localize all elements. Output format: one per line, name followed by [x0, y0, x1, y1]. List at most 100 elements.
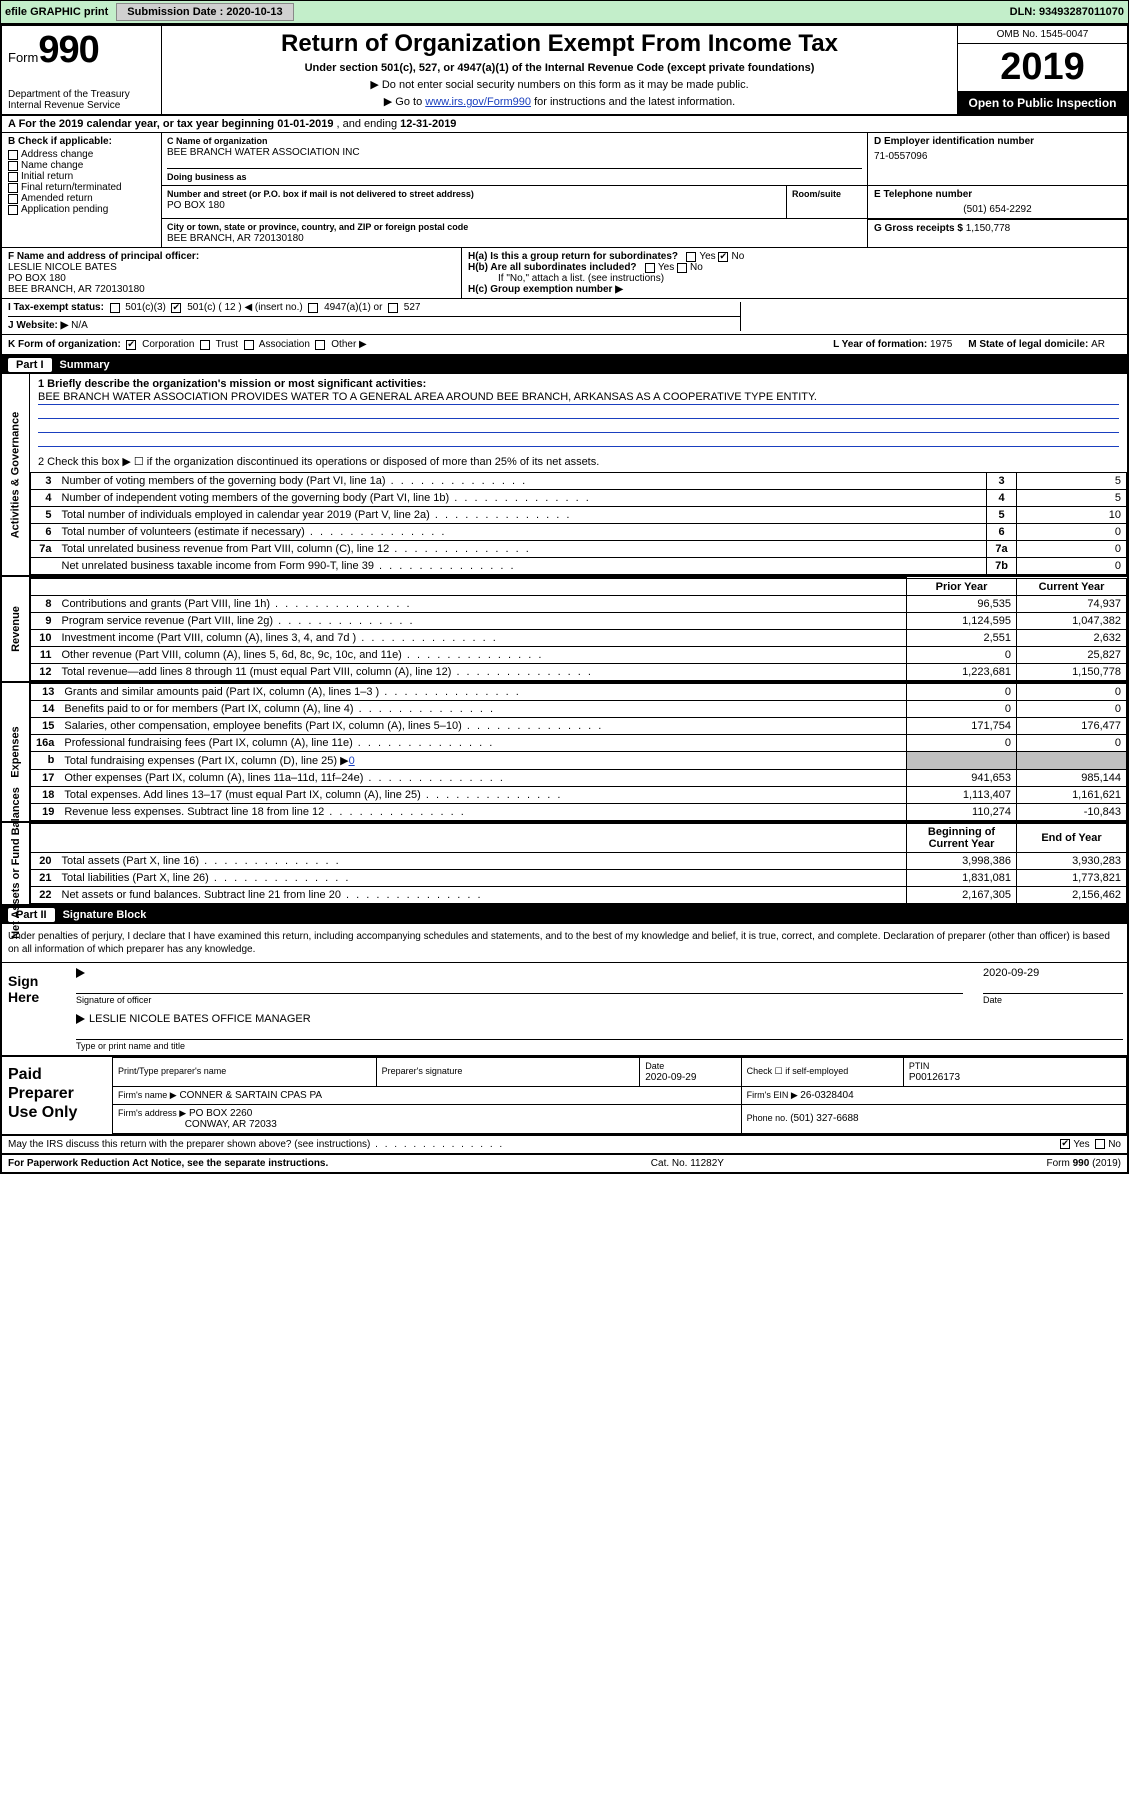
- line-val: 5: [1017, 473, 1127, 490]
- cb-4947[interactable]: [308, 303, 318, 313]
- row-a-calendar-year: A For the 2019 calendar year, or tax yea…: [2, 116, 1127, 133]
- prior-val: 1,113,407: [907, 786, 1017, 803]
- firm-addr2: CONWAY, AR 72033: [185, 1119, 277, 1130]
- side-net-text: Net Assets or Fund Balances: [10, 787, 22, 939]
- revenue-section: Revenue Prior YearCurrent Year8Contribut…: [2, 577, 1127, 683]
- line-no: 7a: [31, 541, 57, 558]
- ptin-lbl: PTIN: [909, 1061, 930, 1071]
- cb-lbl: Final return/terminated: [21, 182, 122, 193]
- curr-val: 2,632: [1017, 629, 1127, 646]
- line-no: 3: [31, 473, 57, 490]
- ha-row: H(a) Is this a group return for subordin…: [468, 251, 1121, 262]
- cb-application-pending[interactable]: Application pending: [8, 204, 155, 215]
- line-desc: Salaries, other compensation, employee b…: [59, 717, 906, 734]
- col-e-phone: E Telephone number (501) 654-2292: [867, 186, 1127, 218]
- cb-other[interactable]: [315, 340, 325, 350]
- discuss-no-cb[interactable]: [1095, 1139, 1105, 1149]
- end-val: 1,773,821: [1017, 869, 1127, 886]
- line-desc: Professional fundraising fees (Part IX, …: [59, 734, 906, 751]
- trust-lbl: Trust: [216, 339, 238, 350]
- sig-officer-line: Signature of officer: [76, 993, 963, 1005]
- line-no: 22: [31, 886, 57, 903]
- prior-val: 2,551: [907, 629, 1017, 646]
- cb-527[interactable]: [388, 303, 398, 313]
- tax-year: 2019: [958, 44, 1127, 92]
- group-return: H(a) Is this a group return for subordin…: [462, 248, 1127, 298]
- line-no: 9: [31, 612, 57, 629]
- corp-lbl: Corporation: [142, 339, 194, 350]
- submission-date-button[interactable]: Submission Date : 2020-10-13: [116, 3, 293, 21]
- line-val: 0: [1017, 558, 1127, 575]
- col-curr: Current Year: [1017, 578, 1127, 595]
- ein-value: 71-0557096: [874, 151, 1121, 162]
- cb-corp[interactable]: [126, 340, 136, 350]
- discuss-yes: Yes: [1073, 1139, 1089, 1150]
- addr-label: Number and street (or P.O. box if mail i…: [167, 189, 781, 199]
- end-val: 3,930,283: [1017, 852, 1127, 869]
- 501c3-lbl: 501(c)(3): [125, 302, 166, 313]
- officer-name: LESLIE NICOLE BATES: [8, 262, 117, 273]
- principal-officer: F Name and address of principal officer:…: [2, 248, 462, 298]
- curr-val: -10,843: [1017, 803, 1127, 820]
- cb-lbl: Initial return: [21, 171, 73, 182]
- net-assets-section: Net Assets or Fund Balances Beginning of…: [2, 823, 1127, 906]
- room-label: Room/suite: [792, 189, 862, 199]
- side-label-ag: Activities & Governance: [2, 374, 30, 575]
- line-no: 12: [31, 663, 57, 680]
- discuss-no: No: [1108, 1139, 1121, 1150]
- line-no: 17: [31, 769, 60, 786]
- goto-post: for instructions and the latest informat…: [531, 96, 735, 108]
- part2-header: Part II Signature Block: [2, 906, 1127, 924]
- officer-name-title: LESLIE NICOLE BATES OFFICE MANAGER: [89, 1013, 311, 1025]
- assoc-lbl: Association: [259, 339, 310, 350]
- mission-line: [38, 405, 1119, 419]
- hb-yes[interactable]: [645, 263, 655, 273]
- net-table: Beginning of Current YearEnd of Year20To…: [30, 823, 1127, 904]
- gross-value: 1,150,778: [966, 223, 1011, 234]
- pt-sig-lbl: Preparer's signature: [382, 1066, 463, 1076]
- cb-final-return[interactable]: Final return/terminated: [8, 182, 155, 193]
- dba-label: Doing business as: [167, 168, 862, 182]
- officer-addr1: PO BOX 180: [8, 273, 66, 284]
- line-desc: Program service revenue (Part VIII, line…: [57, 612, 907, 629]
- row-a-begin: 01-01-2019: [277, 118, 333, 130]
- website-label: J Website: ▶: [8, 320, 68, 331]
- discuss-row: May the IRS discuss this return with the…: [2, 1136, 1127, 1155]
- line-desc: Revenue less expenses. Subtract line 18 …: [59, 803, 906, 820]
- cb-name-change[interactable]: Name change: [8, 160, 155, 171]
- document: Form990 Department of the Treasury Inter…: [0, 24, 1129, 1174]
- ha-yes[interactable]: [686, 252, 696, 262]
- irs-link[interactable]: www.irs.gov/Form990: [425, 96, 531, 108]
- cb-amended-return[interactable]: Amended return: [8, 193, 155, 204]
- beg-val: 3,998,386: [907, 852, 1017, 869]
- hb-no[interactable]: [677, 263, 687, 273]
- line-desc: Grants and similar amounts paid (Part IX…: [59, 683, 906, 700]
- line-no: 8: [31, 595, 57, 612]
- cb-501c3[interactable]: [110, 303, 120, 313]
- cb-address-change[interactable]: Address change: [8, 149, 155, 160]
- mission-block: 1 Briefly describe the organization's mi…: [30, 374, 1127, 451]
- line-no: 11: [31, 646, 57, 663]
- declaration: Under penalties of perjury, I declare th…: [2, 924, 1127, 963]
- discuss-answers: Yes No: [1060, 1139, 1121, 1150]
- city-value: BEE BRANCH, AR 720130180: [167, 233, 862, 244]
- footer-right: Form 990 (2019): [1047, 1158, 1121, 1169]
- line-desc: Investment income (Part VIII, column (A)…: [57, 629, 907, 646]
- cb-trust[interactable]: [200, 340, 210, 350]
- line-desc: Total expenses. Add lines 13–17 (must eq…: [59, 786, 906, 803]
- curr-val: 1,047,382: [1017, 612, 1127, 629]
- cb-501c[interactable]: [171, 303, 181, 313]
- cb-assoc[interactable]: [244, 340, 254, 350]
- line-val: 0: [1017, 541, 1127, 558]
- open-to-public: Open to Public Inspection: [958, 92, 1127, 114]
- m-val: AR: [1091, 339, 1105, 350]
- ha-no[interactable]: [718, 252, 728, 262]
- discuss-yes-cb[interactable]: [1060, 1139, 1070, 1149]
- firm-ein-lbl: Firm's EIN ▶: [747, 1090, 801, 1100]
- cb-initial-return[interactable]: Initial return: [8, 171, 155, 182]
- line-desc: Total unrelated business revenue from Pa…: [57, 541, 987, 558]
- sign-here-label: Sign Here: [2, 963, 72, 1055]
- cb-lbl: Amended return: [21, 193, 93, 204]
- header-right: OMB No. 1545-0047 2019 Open to Public In…: [957, 26, 1127, 114]
- decl-text: Under penalties of perjury, I declare th…: [8, 930, 1121, 956]
